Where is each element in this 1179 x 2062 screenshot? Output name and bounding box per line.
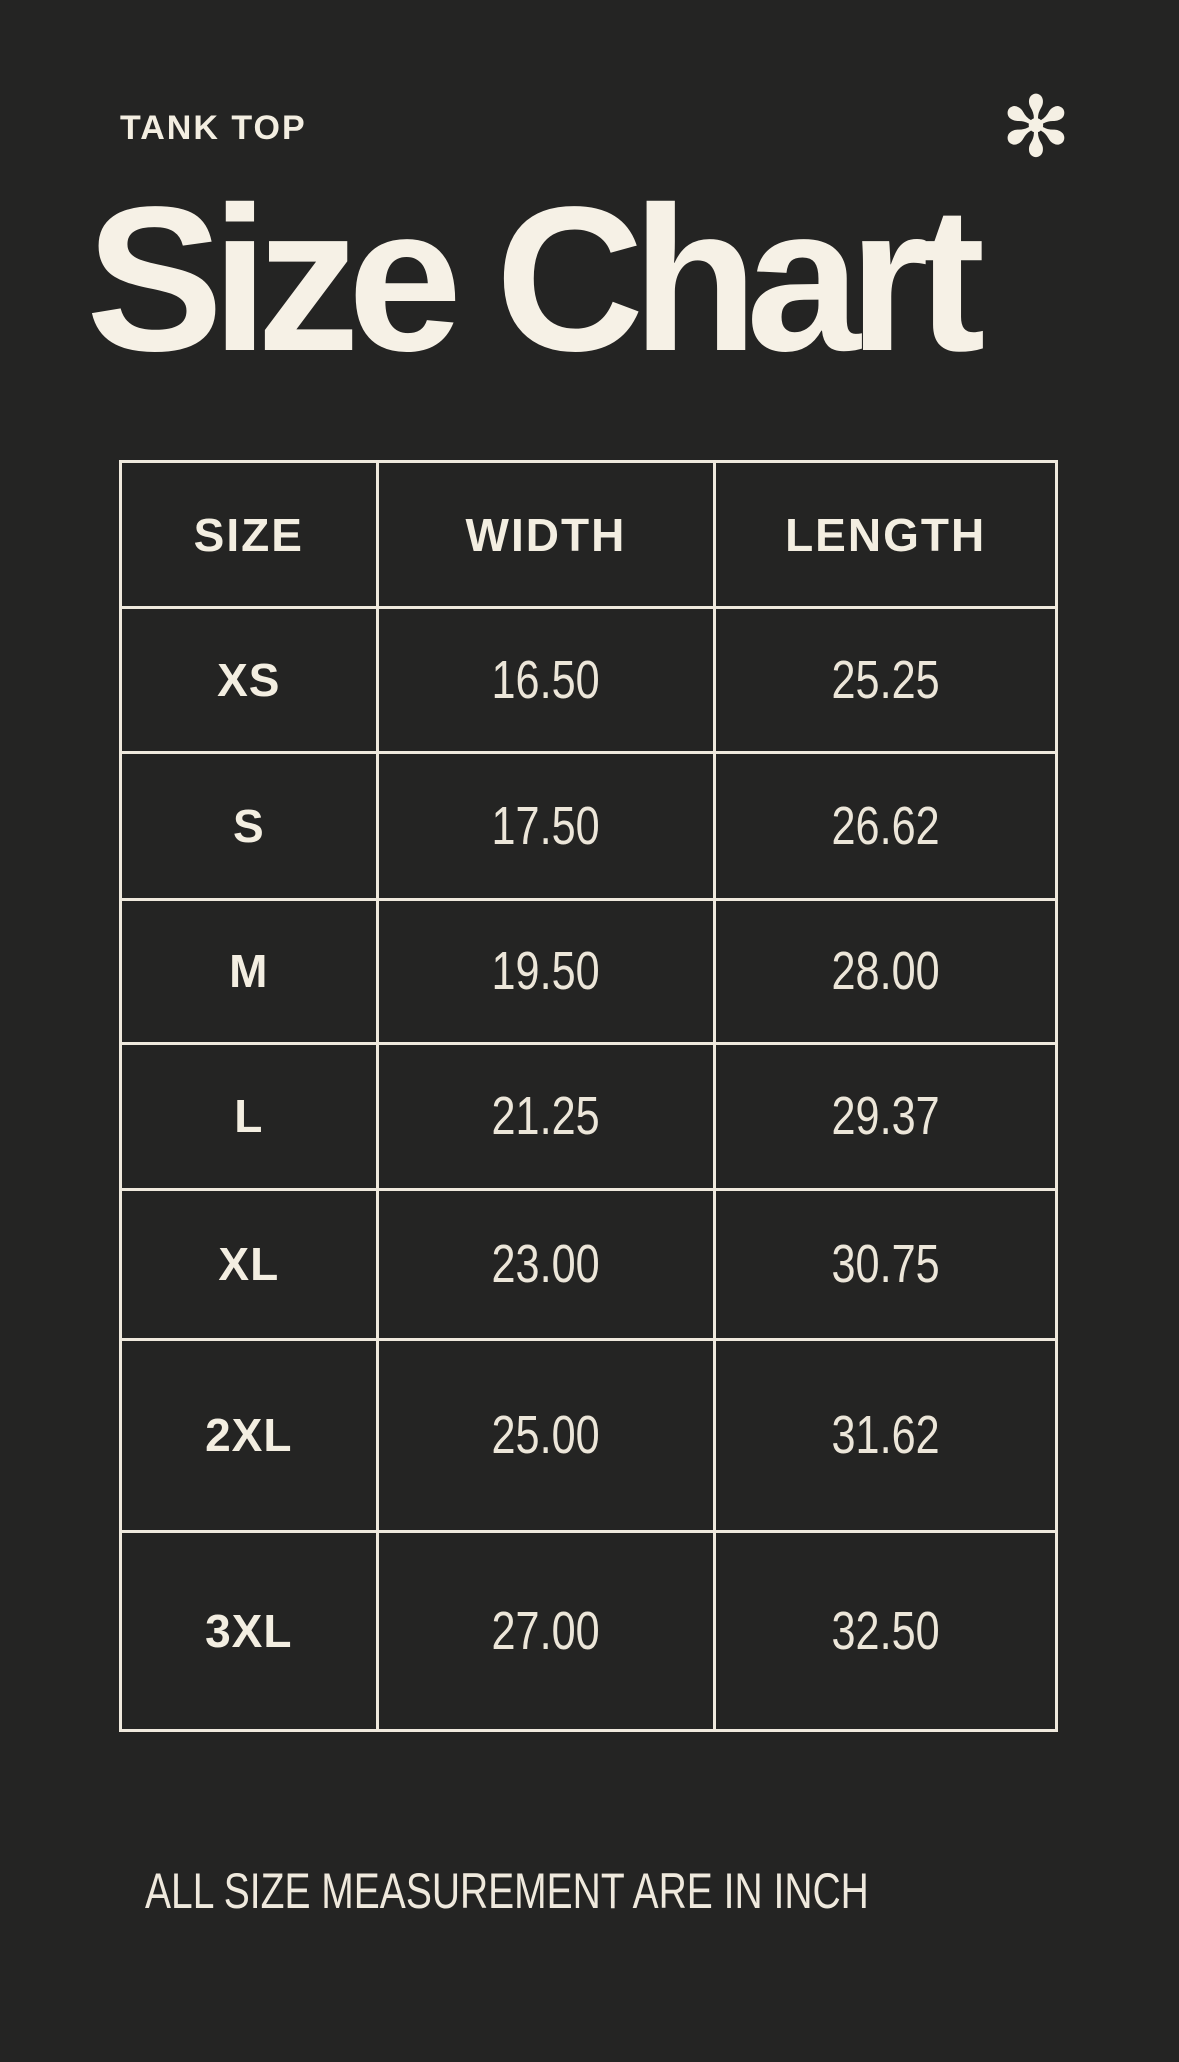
row-s-size: S	[122, 753, 379, 902]
value-text: 21.25	[491, 1086, 600, 1147]
value-text: 31.62	[831, 1405, 940, 1466]
row-3xl-length: 32.50	[716, 1533, 1055, 1729]
value-text: 25.25	[831, 650, 940, 711]
page-title: Size Chart	[86, 164, 985, 394]
row-l-width: 21.25	[378, 1044, 717, 1192]
column-header-size: SIZE	[122, 463, 379, 610]
row-xs-width: 16.50	[378, 609, 717, 754]
row-m-width: 19.50	[378, 901, 717, 1045]
measurement-note: ALL SIZE MEASUREMENT ARE IN INCH	[145, 1863, 869, 1919]
value-text: 25.00	[491, 1405, 600, 1466]
row-xs-length: 25.25	[716, 609, 1055, 754]
column-header-width: WIDTH	[378, 463, 717, 610]
value-text: 32.50	[831, 1600, 940, 1661]
row-m-size: M	[122, 901, 379, 1045]
value-text: 16.50	[491, 650, 600, 711]
size-table: SIZE WIDTH LENGTH XS 16.50 25.25 S 17.50…	[119, 460, 1058, 1732]
asterisk-icon: ✻	[1000, 78, 1072, 176]
value-text: 29.37	[831, 1086, 940, 1147]
value-text: 27.00	[491, 1600, 600, 1661]
row-2xl-length: 31.62	[716, 1341, 1055, 1533]
row-xl-width: 23.00	[378, 1191, 717, 1341]
column-header-length: LENGTH	[716, 463, 1055, 610]
value-text: 23.00	[491, 1234, 600, 1295]
row-3xl-width: 27.00	[379, 1532, 717, 1729]
row-l-length: 29.37	[716, 1045, 1055, 1192]
row-2xl-size: 2XL	[122, 1340, 379, 1533]
row-xs-size: XS	[122, 609, 379, 754]
value-text: 30.75	[831, 1234, 940, 1295]
row-l-size: L	[122, 1044, 379, 1192]
row-s-length: 26.62	[716, 754, 1055, 902]
row-s-width: 17.50	[378, 753, 717, 902]
row-xl-length: 30.75	[716, 1191, 1055, 1341]
row-xl-size: XL	[122, 1191, 379, 1341]
row-3xl-size: 3XL	[122, 1532, 379, 1729]
row-m-length: 28.00	[716, 901, 1055, 1045]
row-2xl-width: 25.00	[378, 1340, 717, 1533]
value-text: 26.62	[831, 796, 940, 857]
value-text: 17.50	[491, 796, 600, 857]
value-text: 28.00	[831, 941, 940, 1002]
value-text: 19.50	[491, 941, 600, 1002]
product-label: TANK TOP	[120, 109, 307, 147]
